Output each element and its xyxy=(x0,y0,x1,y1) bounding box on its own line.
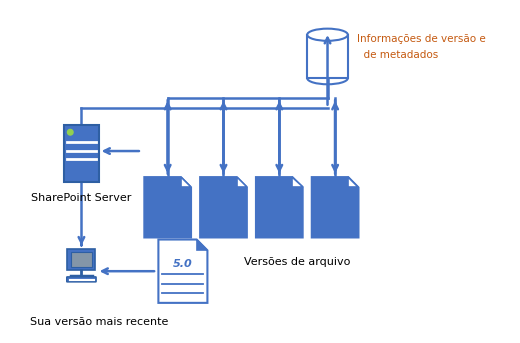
Text: SharePoint Server: SharePoint Server xyxy=(31,193,132,203)
Polygon shape xyxy=(237,177,247,188)
Text: 2.0: 2.0 xyxy=(214,195,233,205)
FancyBboxPatch shape xyxy=(67,277,96,282)
Bar xyxy=(71,252,92,267)
Polygon shape xyxy=(312,177,358,237)
Bar xyxy=(68,249,95,270)
Polygon shape xyxy=(159,239,207,303)
Bar xyxy=(64,126,99,182)
Polygon shape xyxy=(256,177,303,237)
Text: 5.0: 5.0 xyxy=(173,259,193,269)
Text: Informações de versão e
  de metadados: Informações de versão e de metadados xyxy=(357,34,486,60)
Polygon shape xyxy=(292,177,303,188)
Polygon shape xyxy=(200,177,247,237)
Text: Versões de arquivo: Versões de arquivo xyxy=(244,257,350,268)
Circle shape xyxy=(68,129,73,135)
Text: 4.0: 4.0 xyxy=(326,195,344,205)
Polygon shape xyxy=(181,177,191,188)
Polygon shape xyxy=(197,239,207,250)
Text: 1.0: 1.0 xyxy=(159,195,177,205)
Text: Sua versão mais recente: Sua versão mais recente xyxy=(30,317,168,327)
Text: 3.0: 3.0 xyxy=(270,195,289,205)
Ellipse shape xyxy=(307,29,348,41)
Bar xyxy=(307,35,348,78)
Polygon shape xyxy=(145,177,191,237)
Polygon shape xyxy=(348,177,358,188)
